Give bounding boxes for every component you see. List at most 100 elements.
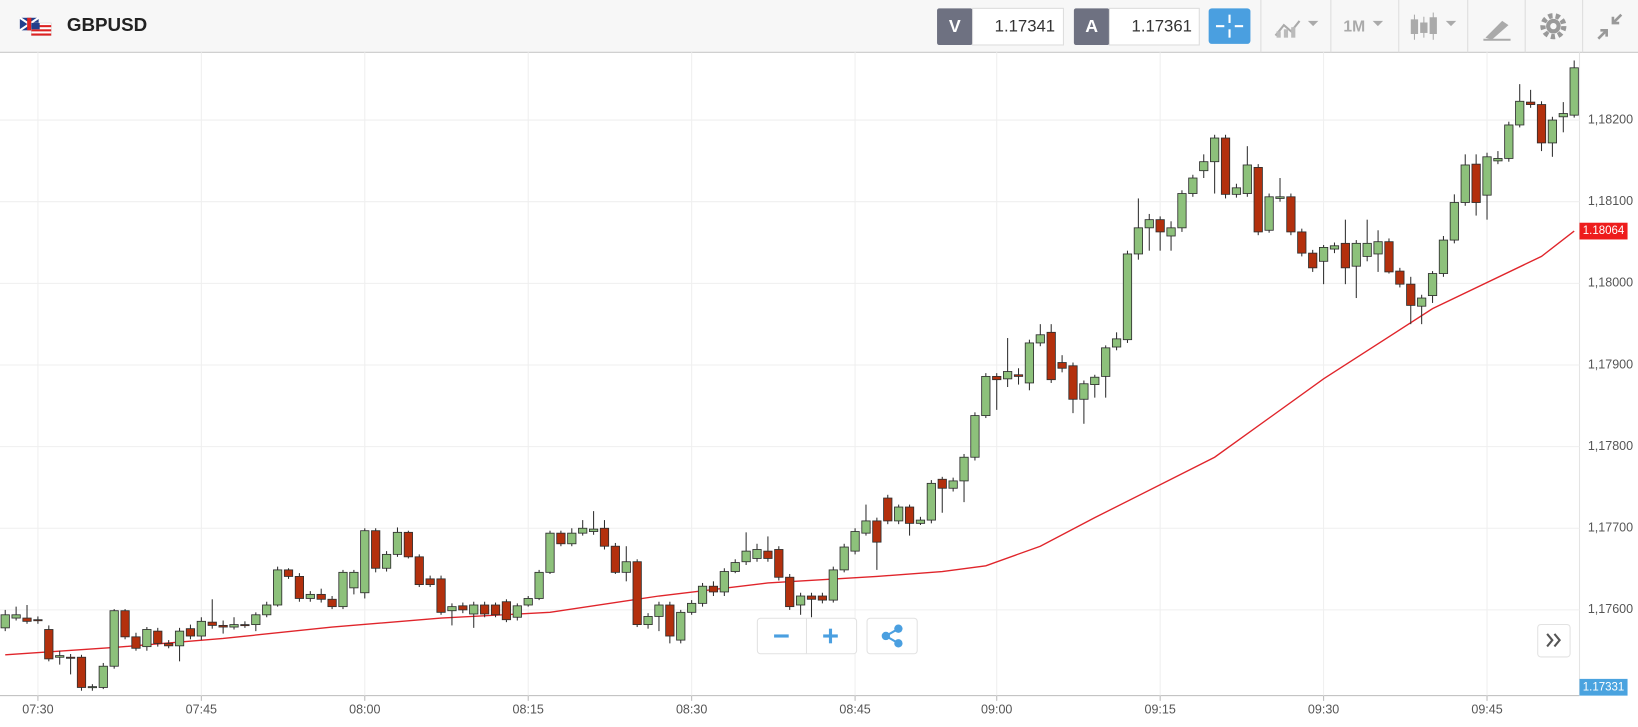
candle-body <box>556 532 566 545</box>
crosshair-button[interactable] <box>1208 8 1251 44</box>
candle-body <box>1449 202 1459 241</box>
candle-body <box>970 415 980 458</box>
candle-body <box>861 520 871 534</box>
candle-body <box>687 602 697 613</box>
zoom-controls <box>756 617 858 655</box>
ma-price-label: 1.18064 <box>1583 225 1625 237</box>
timeframe[interactable]: 1M <box>1343 18 1365 35</box>
chart-type-button[interactable] <box>1410 12 1457 40</box>
candle-body <box>643 616 653 626</box>
candle-body <box>796 595 806 606</box>
candle-body <box>872 520 882 543</box>
candle-body <box>1395 270 1405 285</box>
candle-body <box>741 550 751 563</box>
candle-body <box>1493 158 1503 162</box>
candle-body <box>1417 297 1427 307</box>
toolbar <box>0 0 1638 53</box>
candle-body <box>447 606 457 612</box>
candle-body <box>926 482 936 521</box>
candle-body <box>283 569 294 577</box>
buy-button[interactable] <box>1073 8 1110 45</box>
indicator-button[interactable] <box>1274 20 1319 38</box>
candle-body <box>1427 273 1438 297</box>
candle-body <box>1101 347 1111 377</box>
candle-body <box>1177 193 1187 229</box>
candle-body <box>1024 342 1035 384</box>
candle-body <box>55 655 65 658</box>
candle-body <box>305 593 315 599</box>
candle-body <box>1111 338 1122 348</box>
labels: 1,17600 1,17700 1,17800 1,17900 1,18000 1,181… <box>22 112 1633 716</box>
share-button[interactable] <box>866 617 918 655</box>
candle-body <box>545 532 555 573</box>
moving-average-layer <box>5 230 1575 656</box>
x-tick-label: 07:45 <box>186 703 217 717</box>
candle-body <box>578 527 588 534</box>
candle-body <box>512 605 522 618</box>
candle-body <box>458 605 468 611</box>
scroll-end-button[interactable] <box>1537 623 1571 658</box>
candle-body <box>349 571 359 589</box>
moving-average-line <box>5 230 1575 656</box>
candle-body <box>403 531 413 558</box>
buy-price-box <box>1108 7 1200 46</box>
timeframe-caret <box>1372 20 1384 27</box>
x-tick-label: 08:15 <box>513 703 544 717</box>
buy-label: A <box>1085 16 1098 36</box>
candle-body <box>1340 242 1350 269</box>
candle-body <box>697 585 708 604</box>
x-tick-label: 09:30 <box>1308 703 1339 717</box>
x-tick-label: 08:30 <box>676 703 707 717</box>
candle-body <box>1155 219 1165 233</box>
candle-body <box>480 604 490 615</box>
candle-body <box>719 571 729 593</box>
candle-body <box>981 375 991 417</box>
collapse-button[interactable] <box>1597 13 1623 40</box>
candle-body <box>120 610 130 638</box>
candle-body <box>937 478 947 489</box>
candle-body <box>207 621 217 626</box>
candle-body <box>1090 376 1100 385</box>
y-tick-label: 1,17800 <box>1588 439 1633 453</box>
candle-body <box>262 604 272 616</box>
zoom-in-button[interactable] <box>823 628 838 644</box>
candle-body <box>828 569 838 601</box>
candle-body <box>915 519 926 524</box>
candle-body <box>142 629 152 648</box>
candle-body <box>360 530 370 594</box>
candle-body <box>904 506 915 524</box>
candle-body <box>959 456 969 482</box>
sell-label: V <box>949 16 961 36</box>
candle-body <box>381 553 392 569</box>
candle-body <box>1373 241 1383 255</box>
x-tick-label: 09:15 <box>1144 703 1175 717</box>
candle-body <box>534 571 544 599</box>
candle-body <box>218 624 228 628</box>
candle-body <box>708 585 719 593</box>
candle-body <box>327 598 337 608</box>
buy-price: 1.17361 <box>1132 17 1192 36</box>
candle-body <box>1471 163 1481 203</box>
candle-body <box>164 642 174 647</box>
candle-body <box>1079 383 1089 400</box>
ma-price-badge <box>1579 222 1628 240</box>
symbol: GBPUSD <box>67 14 147 35</box>
candle-body <box>1526 101 1536 105</box>
candle-body <box>1308 252 1318 269</box>
settings-button[interactable] <box>1540 13 1567 40</box>
candle-body <box>11 614 21 619</box>
sell-button[interactable] <box>937 8 973 45</box>
candle-body <box>501 601 512 621</box>
candle-body <box>1482 156 1492 196</box>
candle-body <box>196 620 206 637</box>
y-tick-label: 1,18100 <box>1588 194 1633 208</box>
candle-body <box>785 576 795 608</box>
candle-body <box>294 576 305 599</box>
candle-body <box>1035 334 1045 344</box>
candle-body <box>806 595 817 600</box>
candle-body <box>676 611 686 641</box>
candle-body <box>1264 196 1274 231</box>
candle-body <box>185 628 196 637</box>
drawing-button[interactable] <box>1483 20 1511 41</box>
